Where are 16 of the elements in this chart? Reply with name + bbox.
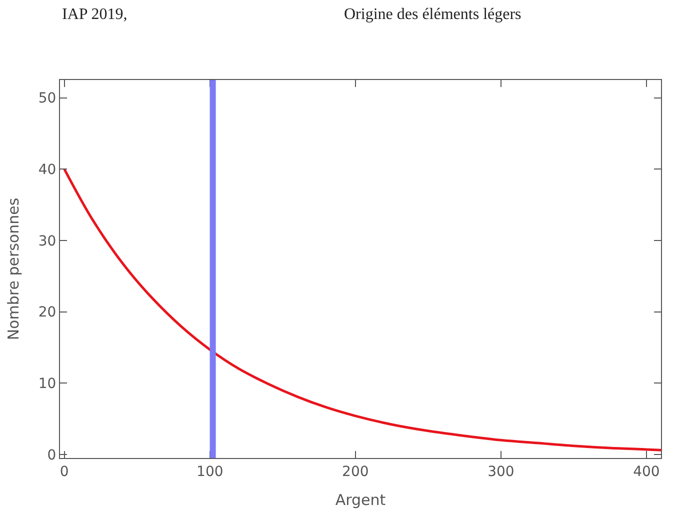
y-tick-label: 50 — [38, 90, 56, 107]
x-tick-label: 300 — [488, 464, 514, 480]
text: Origine des éléments légers — [344, 6, 522, 23]
y-tick-label: 0 — [47, 447, 56, 464]
line-series — [63, 168, 661, 452]
x-tick-label: 100 — [196, 464, 224, 480]
x-tick-label: 0 — [60, 464, 69, 480]
y-tick-label: 40 — [38, 162, 56, 178]
y-tick-label: 10 — [38, 376, 56, 392]
text: IAP 2019, — [62, 6, 128, 23]
x-tick-label: 200 — [342, 464, 369, 480]
x-tick-label: 400 — [633, 464, 660, 480]
y-tick-label: 20 — [38, 304, 56, 321]
y-axis-title: Nombre personnes — [4, 198, 23, 340]
x-axis-title: Argent — [335, 490, 386, 509]
y-tick-label: 30 — [38, 233, 56, 250]
